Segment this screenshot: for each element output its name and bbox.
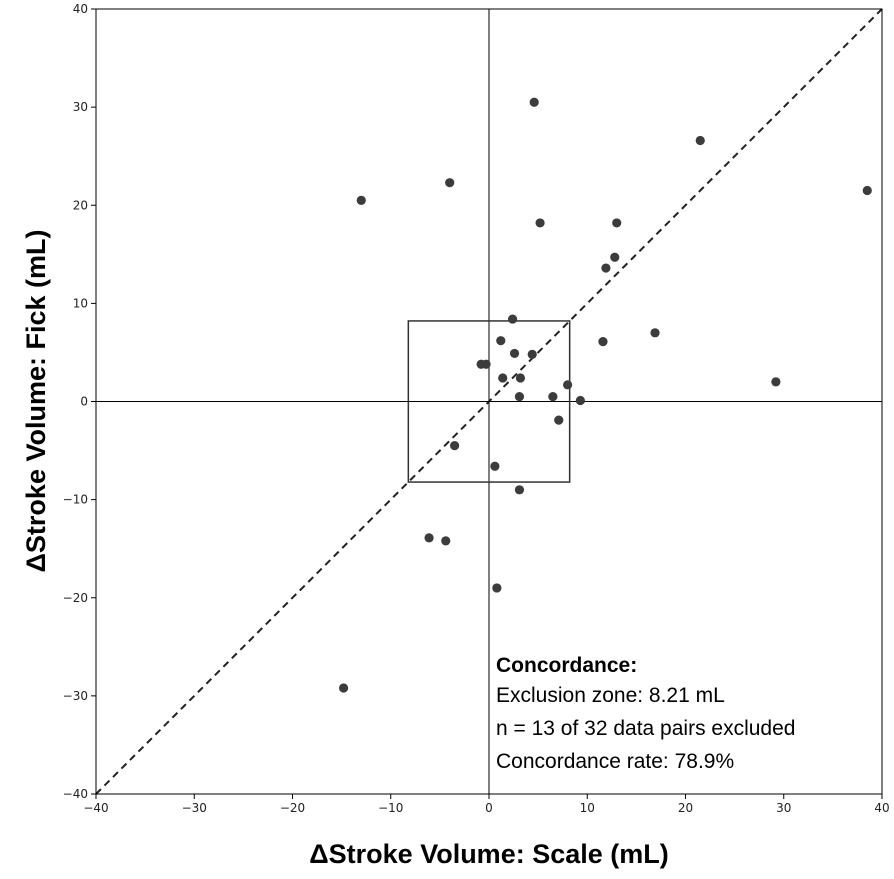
y-tick-label: 20 [73,198,88,212]
data-point [598,337,608,347]
data-point [548,391,558,402]
annotation-line-excluded-count: n = 13 of 32 data pairs excluded [496,717,795,740]
y-tick-label: −40 [63,787,88,801]
data-point [498,373,508,383]
data-point [450,441,460,451]
data-point [356,195,366,205]
data-point [535,218,545,228]
data-point [612,218,622,228]
data-point [445,178,455,188]
y-tick-label: −30 [63,689,88,703]
data-point [554,415,564,425]
y-tick-label: 40 [73,2,88,16]
data-point [514,485,525,495]
data-point [862,185,872,196]
data-point [496,336,506,346]
y-tick-label: −10 [63,493,88,507]
annotation-line-exclusion: Exclusion zone: 8.21 mL [496,684,725,707]
y-axis-title: ΔStroke Volume: Fick (mL) [21,230,51,573]
data-points [338,97,872,693]
x-tick-label: 20 [678,801,693,815]
data-point [563,380,573,390]
data-point [441,536,451,546]
x-tick-label: 40 [874,801,889,815]
x-tick-label: 10 [580,801,595,815]
data-point [424,533,434,543]
data-point [490,461,500,471]
data-point [575,395,585,406]
annotation-line-concordance-rate: Concordance rate: 78.9% [496,750,734,773]
y-tick-label: −20 [63,591,88,605]
concordance-annotation: Concordance: Exclusion zone: 8.21 mL n =… [496,654,795,773]
y-axis-ticks: −40 −30 −20 −10 0 10 20 30 40 [63,2,96,801]
data-point [338,683,349,693]
x-tick-label: 0 [485,801,493,815]
x-axis-title: ΔStroke Volume: Scale (mL) [309,839,669,869]
data-point [481,359,491,369]
data-point [514,391,525,402]
data-point [650,328,660,338]
data-point [509,348,520,359]
data-point [515,373,526,383]
x-axis-ticks: −40 −30 −20 −10 0 10 20 30 40 [83,794,890,815]
x-tick-label: 30 [776,801,791,815]
x-tick-label: −40 [83,801,108,815]
y-tick-label: 30 [73,100,88,114]
data-point [601,263,611,273]
x-tick-label: −20 [280,801,305,815]
data-point [695,135,705,146]
data-point [771,377,781,387]
data-point [527,349,537,359]
data-point [507,314,518,324]
exclusion-zone-layer [407,320,571,483]
data-point [492,583,502,593]
y-tick-label: 0 [80,395,88,409]
x-tick-label: −30 [182,801,207,815]
y-tick-label: 10 [73,296,88,310]
annotation-heading: Concordance: [496,654,637,677]
data-point [610,252,620,262]
exclusion-zone-box [407,320,571,483]
x-tick-label: −10 [378,801,403,815]
zero-lines-layer [96,9,882,794]
data-point [529,97,539,107]
